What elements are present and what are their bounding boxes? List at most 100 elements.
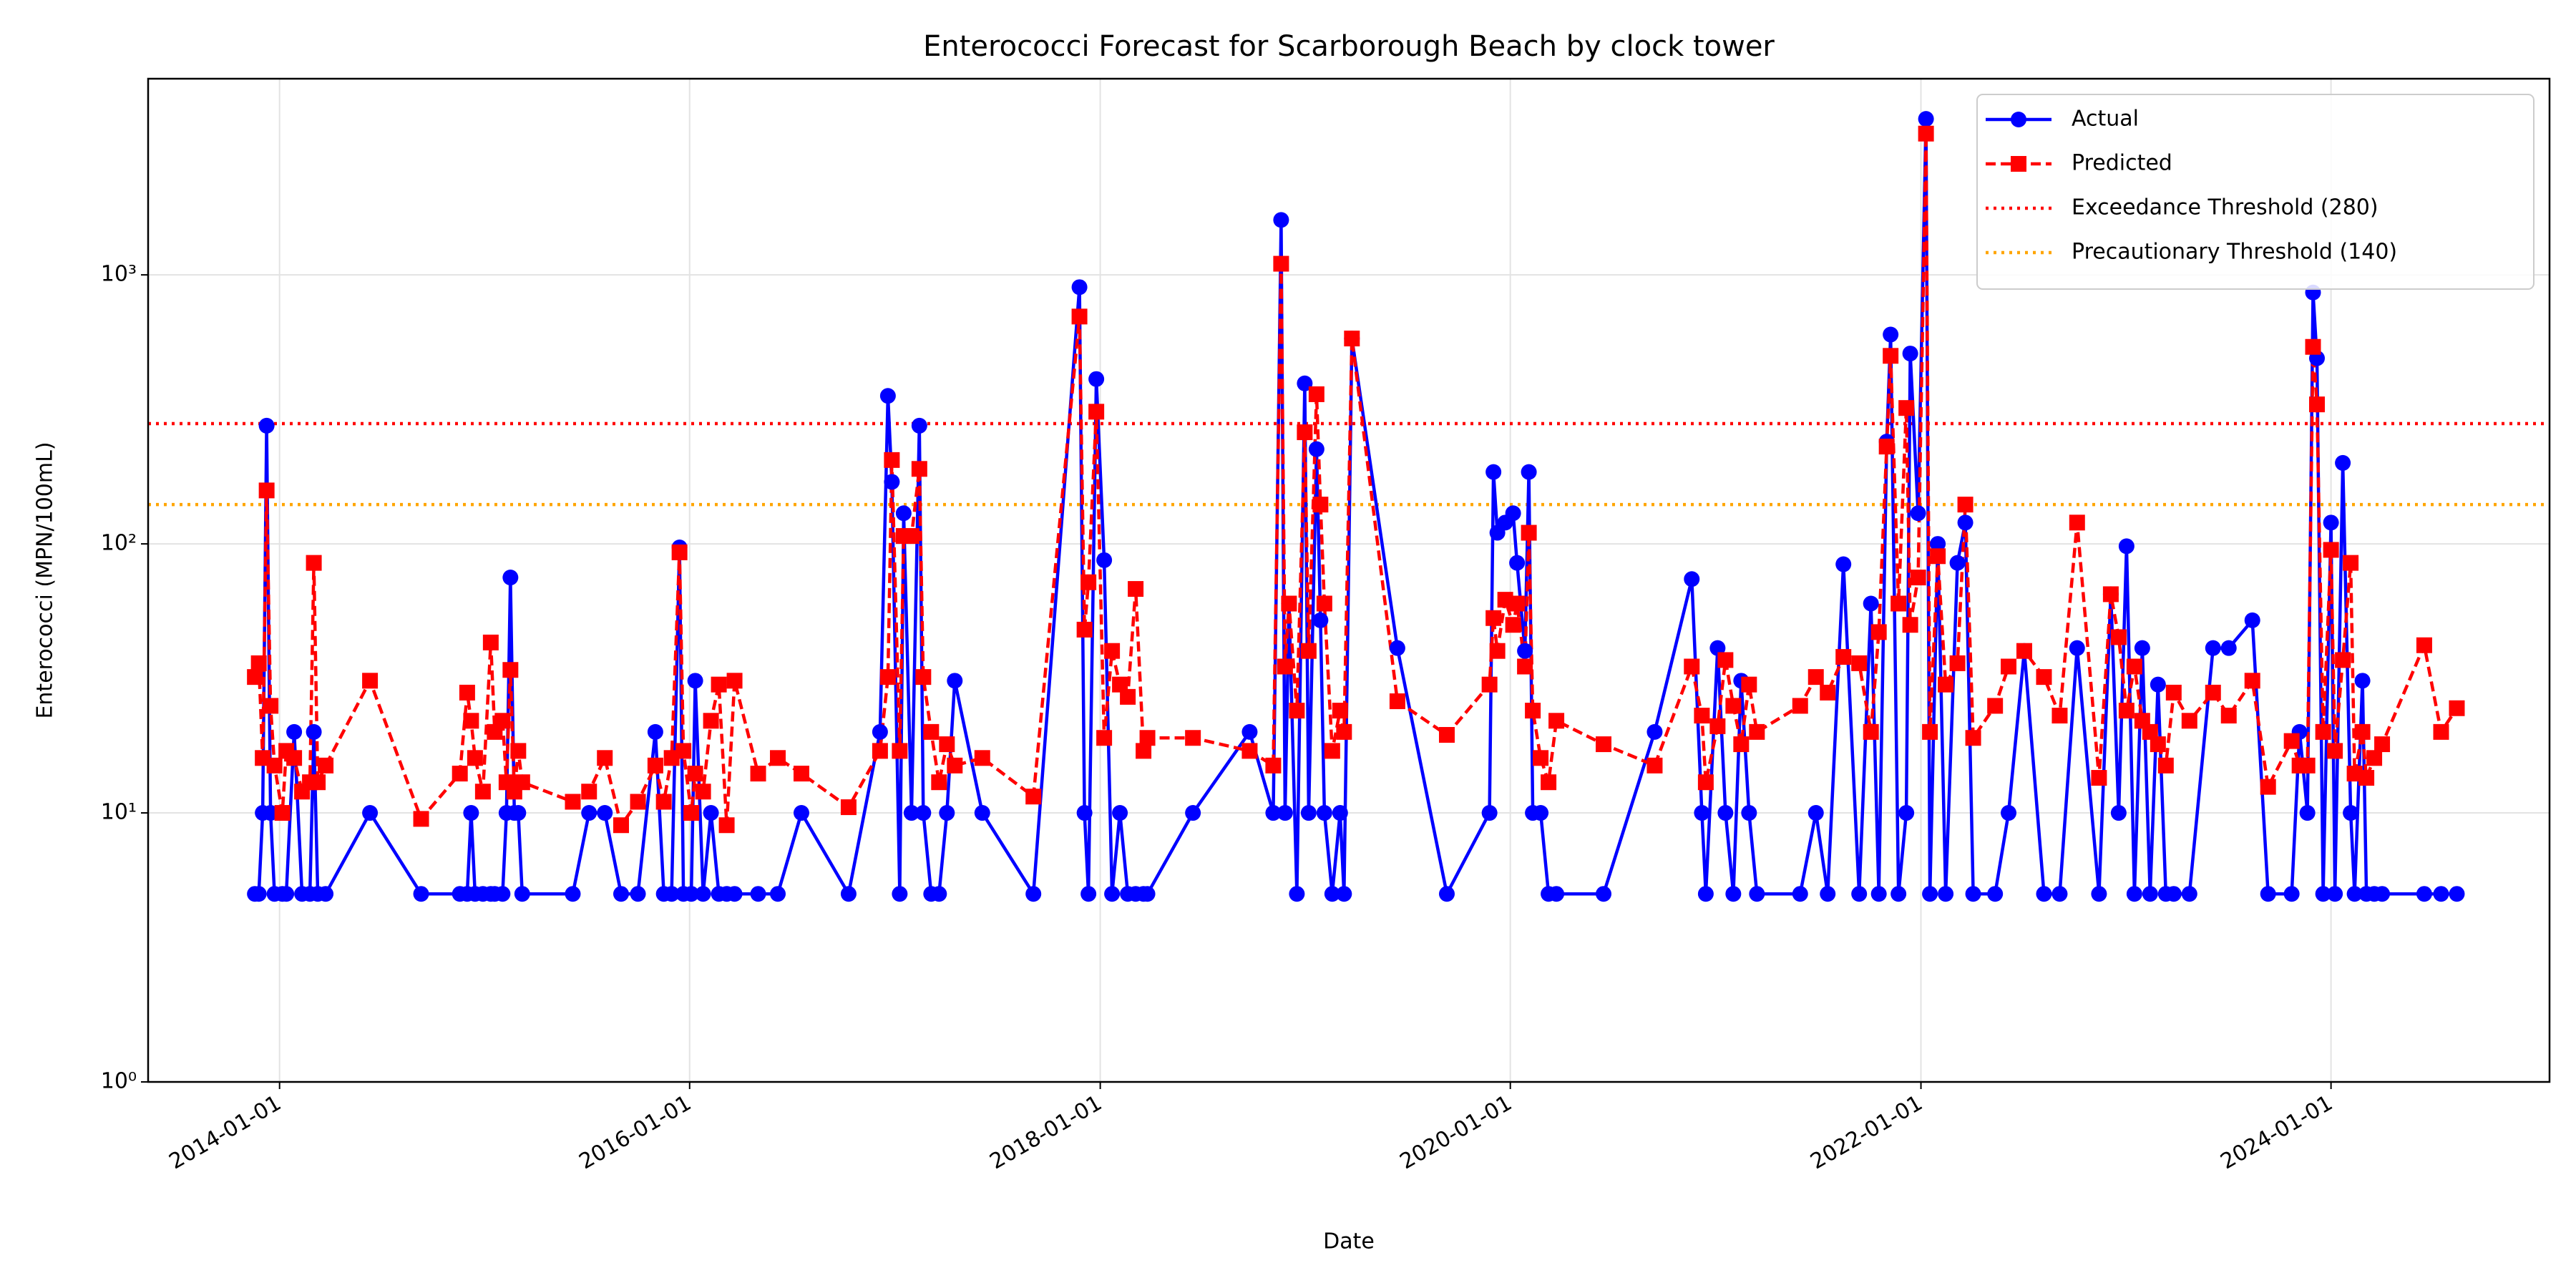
data-point bbox=[1316, 805, 1332, 821]
data-point bbox=[2165, 886, 2182, 902]
data-point bbox=[494, 886, 511, 902]
data-point bbox=[1878, 439, 1895, 455]
data-point bbox=[974, 750, 990, 766]
y-tick-label: 10⁰ bbox=[101, 1069, 137, 1094]
data-point bbox=[2374, 886, 2391, 902]
data-point bbox=[274, 805, 291, 821]
data-point bbox=[2327, 743, 2343, 759]
data-point bbox=[1096, 552, 1113, 568]
data-point bbox=[1505, 617, 1521, 633]
data-point bbox=[2091, 886, 2107, 902]
data-point bbox=[1910, 505, 1926, 522]
data-point bbox=[1336, 723, 1352, 740]
data-point bbox=[1694, 708, 1710, 724]
data-point bbox=[2416, 637, 2432, 653]
data-point bbox=[1485, 464, 1502, 480]
data-point bbox=[974, 805, 990, 821]
data-point bbox=[247, 669, 263, 686]
data-point bbox=[2308, 396, 2325, 413]
data-point bbox=[1509, 555, 1526, 571]
data-point bbox=[2069, 514, 2085, 531]
data-point bbox=[793, 805, 809, 821]
data-point bbox=[597, 805, 613, 821]
data-point bbox=[1820, 886, 1836, 902]
data-point bbox=[318, 757, 334, 774]
data-point bbox=[1273, 255, 1289, 272]
data-point bbox=[1265, 805, 1282, 821]
data-point bbox=[1080, 886, 1097, 902]
data-point bbox=[2142, 723, 2158, 740]
data-point bbox=[1344, 331, 1360, 347]
data-point bbox=[1548, 713, 1565, 729]
data-point bbox=[250, 655, 267, 671]
data-point bbox=[1533, 750, 1549, 766]
data-point bbox=[263, 698, 279, 714]
data-point bbox=[1717, 805, 1734, 821]
data-point bbox=[1709, 640, 1726, 656]
data-point bbox=[1898, 805, 1915, 821]
data-point bbox=[2051, 886, 2068, 902]
data-point bbox=[318, 886, 334, 902]
data-point bbox=[463, 805, 479, 821]
data-point bbox=[947, 757, 963, 774]
data-point bbox=[2433, 723, 2449, 740]
data-point bbox=[463, 713, 479, 729]
data-point bbox=[502, 662, 519, 678]
data-point bbox=[2091, 770, 2107, 786]
data-point bbox=[2354, 723, 2371, 740]
data-point bbox=[1902, 346, 1918, 362]
data-point bbox=[872, 743, 888, 759]
data-point bbox=[1489, 643, 1506, 659]
data-point bbox=[1289, 703, 1305, 719]
data-point bbox=[514, 774, 530, 791]
data-point bbox=[1308, 386, 1324, 402]
data-point bbox=[1835, 649, 1852, 665]
data-point bbox=[1741, 676, 1757, 693]
legend-box bbox=[1976, 94, 2534, 290]
data-point bbox=[1835, 556, 1852, 572]
data-point bbox=[1741, 805, 1757, 821]
data-point bbox=[1725, 886, 1742, 902]
data-point bbox=[1332, 805, 1348, 821]
data-point bbox=[718, 817, 735, 834]
data-point bbox=[1965, 730, 1981, 746]
data-point bbox=[1185, 730, 1201, 746]
data-point bbox=[1312, 612, 1329, 628]
data-point bbox=[1717, 652, 1734, 668]
data-point bbox=[474, 784, 491, 800]
data-point bbox=[840, 886, 857, 902]
data-point bbox=[2142, 886, 2158, 902]
y-axis-label: Enterococci (MPN/100mL) bbox=[33, 441, 58, 718]
data-point bbox=[2346, 886, 2363, 902]
data-point bbox=[258, 417, 275, 434]
data-point bbox=[362, 673, 379, 689]
data-point bbox=[1684, 571, 1700, 587]
data-point bbox=[1749, 886, 1765, 902]
data-point bbox=[1241, 743, 1258, 759]
data-point bbox=[2150, 736, 2166, 753]
data-point bbox=[1733, 736, 1750, 753]
data-point bbox=[2323, 514, 2339, 531]
data-point bbox=[2220, 640, 2237, 656]
data-point bbox=[655, 794, 672, 810]
data-point bbox=[613, 817, 629, 834]
data-point bbox=[1096, 730, 1113, 746]
data-point bbox=[872, 723, 888, 740]
data-point bbox=[494, 713, 511, 729]
data-point bbox=[1281, 595, 1297, 612]
data-point bbox=[2126, 658, 2142, 675]
data-point bbox=[514, 886, 530, 902]
data-point bbox=[1241, 723, 1258, 740]
data-point bbox=[1076, 805, 1093, 821]
data-point bbox=[1273, 212, 1289, 228]
data-point bbox=[663, 886, 680, 902]
plot-area bbox=[148, 111, 2550, 902]
data-point bbox=[2335, 652, 2351, 668]
data-point bbox=[1851, 655, 1868, 671]
data-point bbox=[2283, 733, 2300, 749]
data-point bbox=[1438, 727, 1455, 743]
data-point bbox=[903, 528, 919, 545]
data-point bbox=[1389, 693, 1405, 710]
data-point bbox=[1025, 886, 1042, 902]
data-point bbox=[1922, 723, 1938, 740]
